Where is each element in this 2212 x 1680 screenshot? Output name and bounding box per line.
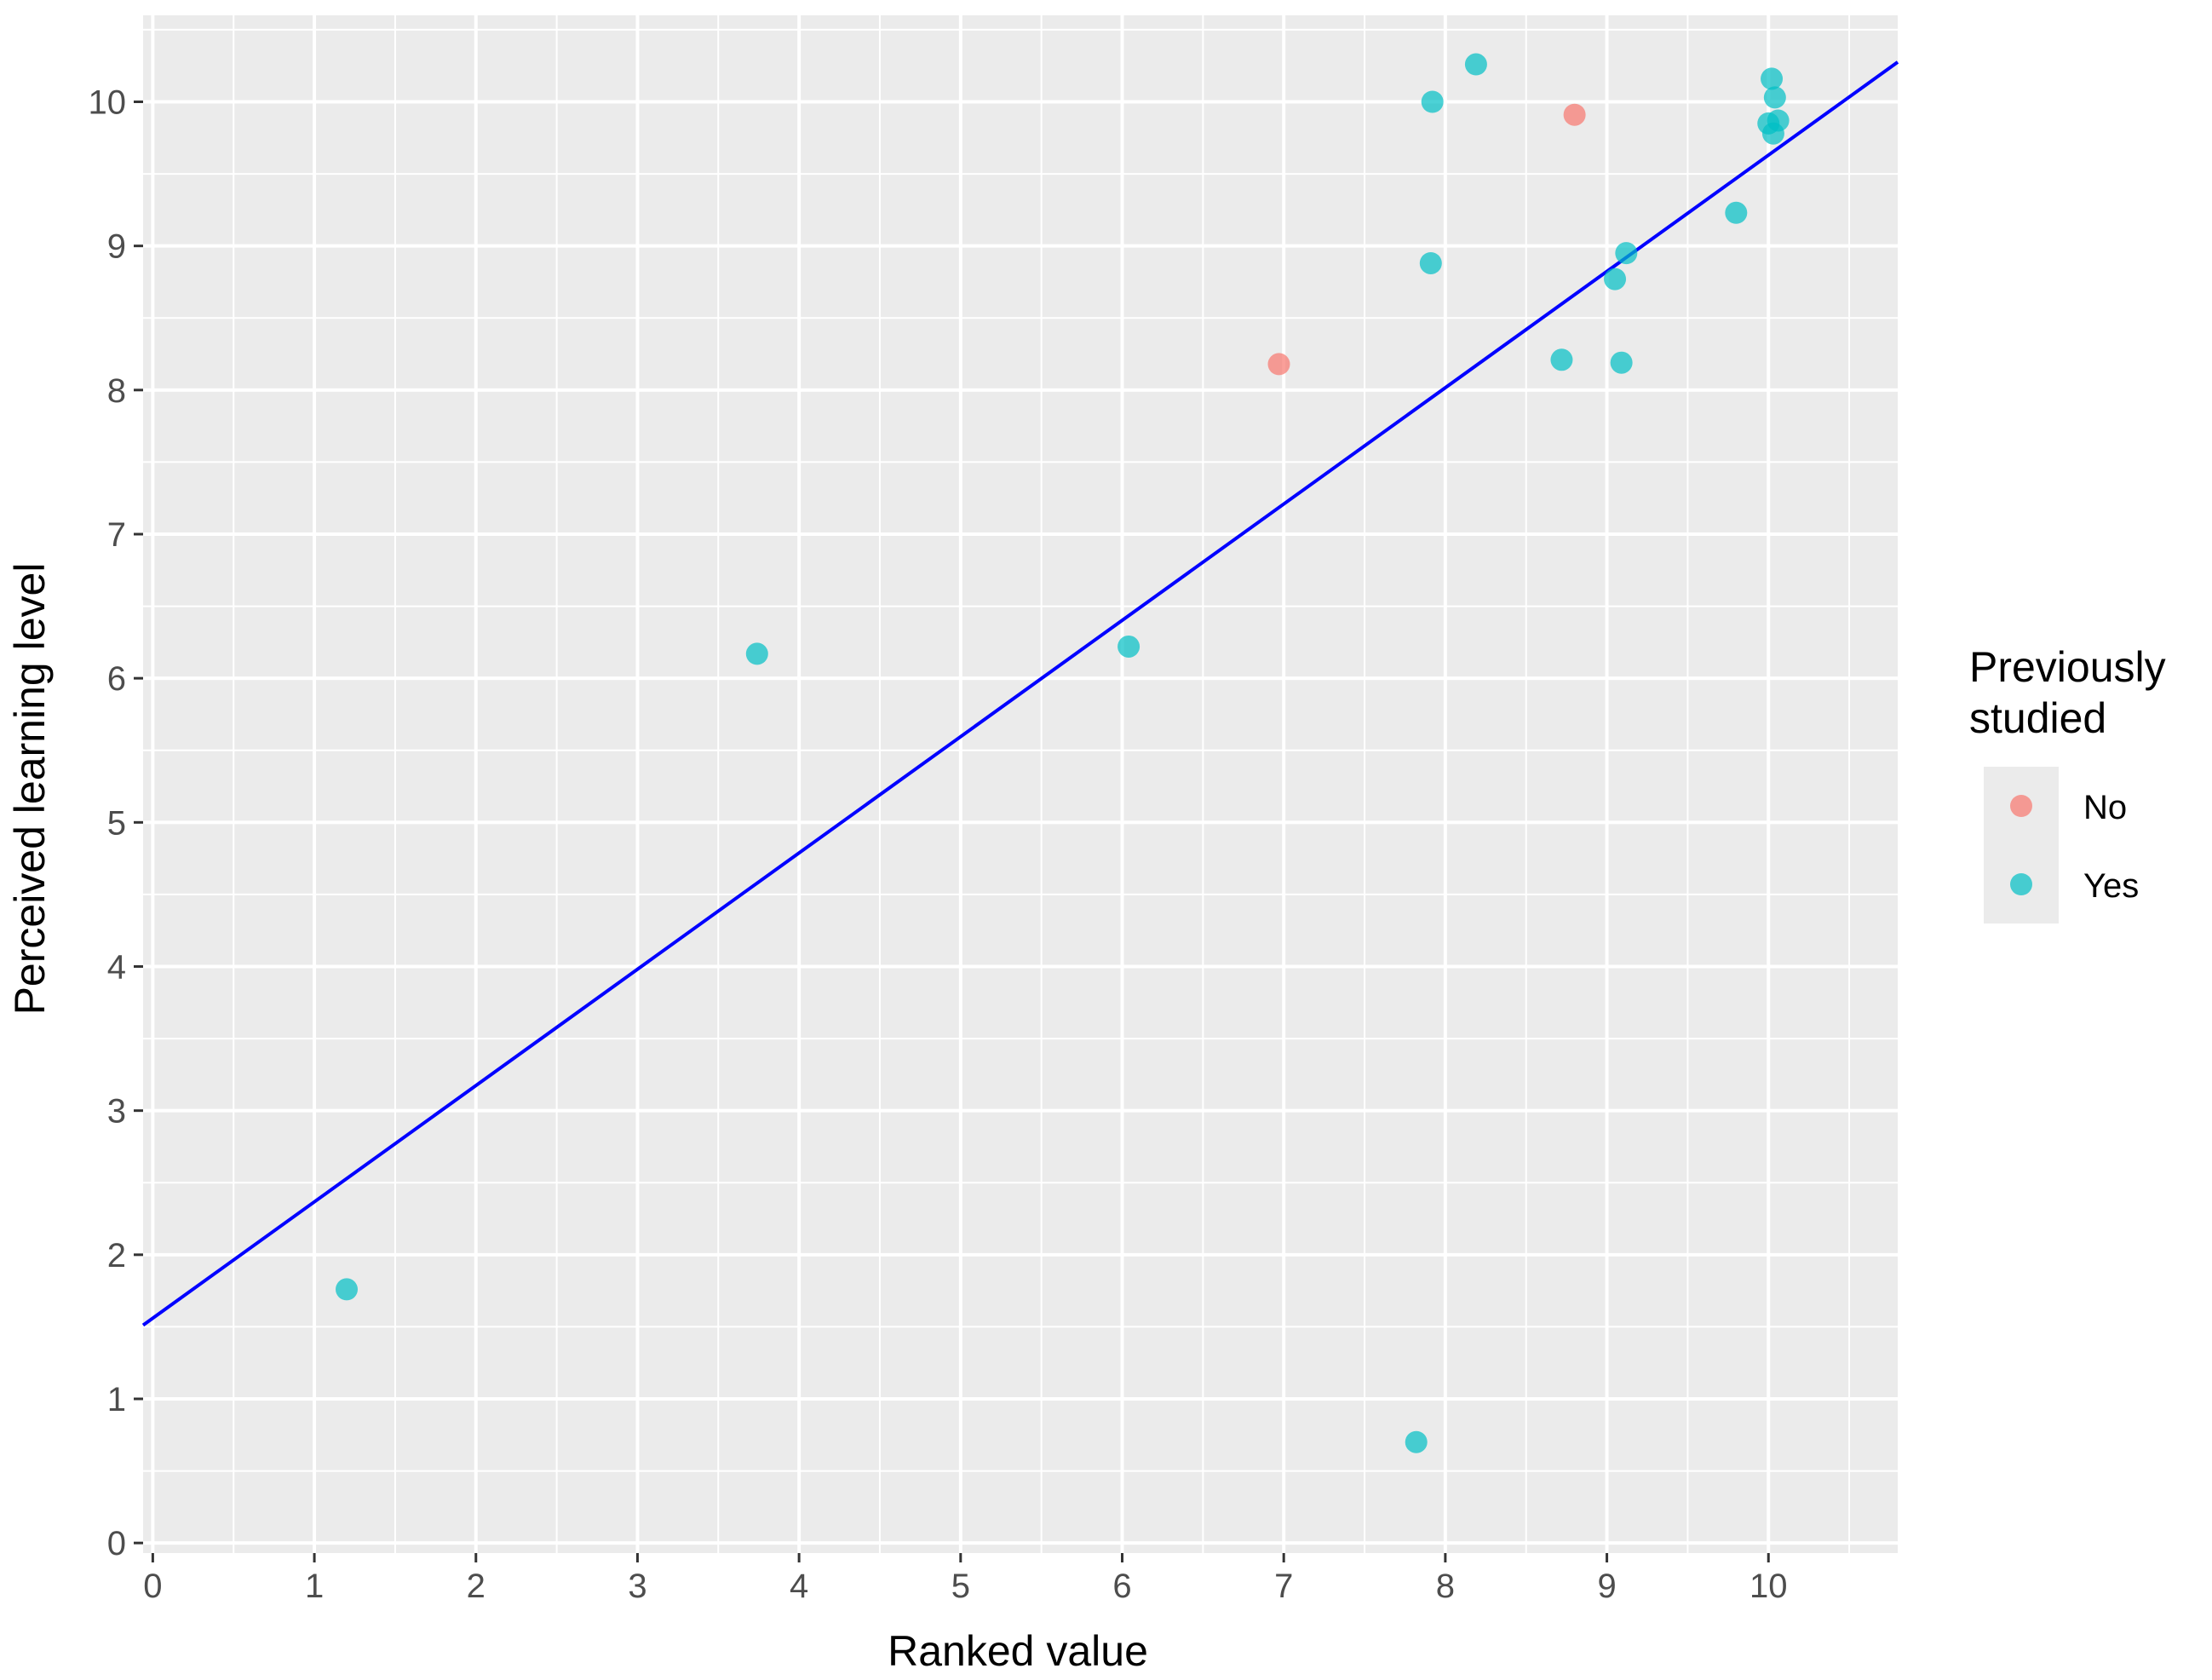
y-tick-label: 2 <box>107 1237 126 1274</box>
data-point-yes <box>1610 351 1633 374</box>
y-tick-label: 5 <box>107 804 126 842</box>
data-point-yes <box>1761 67 1784 90</box>
x-axis-tick-labels: 0 1 2 3 4 5 6 7 8 9 10 <box>143 1568 1787 1605</box>
x-tick-label: 8 <box>1436 1568 1455 1605</box>
y-axis-title: Perceived learning level <box>6 563 54 1015</box>
regression-line <box>141 60 1899 1327</box>
data-point-yes <box>1117 635 1140 658</box>
y-tick-label: 4 <box>107 948 126 986</box>
major-grid <box>143 15 1898 1553</box>
data-point-yes <box>336 1278 359 1301</box>
x-tick-label: 10 <box>1749 1568 1788 1605</box>
y-tick-label: 6 <box>107 660 126 698</box>
x-tick-label: 3 <box>628 1568 646 1605</box>
data-point-yes <box>1421 90 1444 113</box>
data-point-no <box>1267 353 1290 376</box>
x-tick-label: 6 <box>1112 1568 1131 1605</box>
data-point-yes <box>1550 348 1573 371</box>
legend-key-yes <box>2010 873 2032 895</box>
x-tick-label: 5 <box>951 1568 970 1605</box>
x-tick-label: 7 <box>1274 1568 1293 1605</box>
points-layer <box>336 53 1790 1453</box>
y-tick-label: 1 <box>107 1381 126 1418</box>
data-point-yes <box>745 642 768 665</box>
y-tick-label: 10 <box>89 83 127 121</box>
data-point-yes <box>1615 242 1638 265</box>
data-point-yes <box>1604 268 1627 291</box>
x-tick-label: 0 <box>143 1568 162 1605</box>
y-axis-tick-labels: 0 1 2 3 4 5 6 7 8 9 10 <box>89 83 127 1562</box>
y-tick-label: 7 <box>107 516 126 554</box>
legend-keys: No Yes <box>1984 767 2139 923</box>
legend-label-no: No <box>2083 789 2127 826</box>
data-point-yes <box>1725 201 1748 224</box>
legend-title: Previously studied <box>1969 643 2178 742</box>
x-tick-label: 1 <box>305 1568 324 1605</box>
legend-title-line-1: Previously <box>1969 643 2166 691</box>
data-point-yes <box>1405 1430 1428 1453</box>
legend: Previously studied No Yes <box>1969 643 2178 923</box>
fit-line-layer <box>141 60 1899 1327</box>
y-tick-label: 3 <box>107 1093 126 1131</box>
y-tick-label: 0 <box>107 1525 126 1562</box>
data-point-no <box>1563 103 1586 126</box>
x-tick-label: 4 <box>790 1568 808 1605</box>
legend-label-yes: Yes <box>2083 867 2139 905</box>
legend-title-line-2: studied <box>1969 694 2106 742</box>
data-point-yes <box>1763 86 1786 109</box>
data-point-yes <box>1767 109 1790 132</box>
data-point-yes <box>1419 251 1442 274</box>
x-tick-label: 2 <box>467 1568 485 1605</box>
y-tick-label: 8 <box>107 372 126 410</box>
x-axis-title: Ranked value <box>888 1627 1148 1675</box>
legend-key-no <box>2010 795 2032 817</box>
y-tick-label: 9 <box>107 228 126 266</box>
x-tick-label: 9 <box>1597 1568 1616 1605</box>
data-point-yes <box>1464 53 1487 76</box>
axis-ticks <box>134 100 1770 1562</box>
